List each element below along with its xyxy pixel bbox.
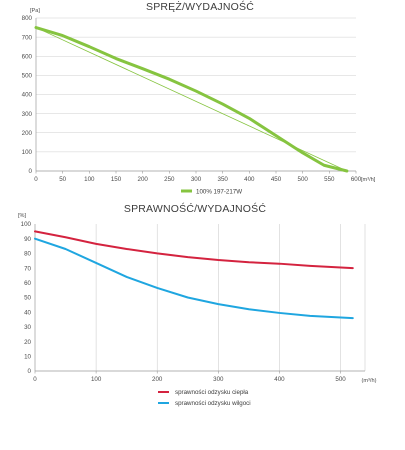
- y-tick-label: 50: [24, 295, 31, 302]
- y-tick-label: 30: [24, 324, 31, 331]
- y-tick-label: 400: [22, 92, 33, 99]
- y-axis-label: [%]: [18, 213, 27, 219]
- y-tick-label: 70: [24, 265, 31, 272]
- y-tick-label: 0: [28, 368, 32, 375]
- legend-entry-label: sprawności odzysku ciepła: [175, 389, 249, 396]
- series-line-2: [34, 237, 354, 320]
- x-tick-label: 450: [271, 176, 282, 183]
- legend: 100% 197-217W: [181, 189, 242, 196]
- y-tick-label: 800: [22, 15, 33, 22]
- y-tick-label: 600: [22, 53, 33, 60]
- x-tick-label: 50: [59, 176, 66, 183]
- reference-line: [35, 27, 348, 172]
- y-axis-ticks: 0 10 20 30 40 50 60 70 80 90 100: [21, 221, 32, 375]
- x-tick-label: 500: [298, 176, 309, 183]
- x-tick-label: 200: [138, 176, 149, 183]
- x-tick-label: 200: [152, 376, 163, 383]
- legend-entry-label: 100% 197-217W: [196, 189, 242, 196]
- y-tick-label: 80: [24, 251, 31, 258]
- x-tick-label: 500: [335, 376, 346, 383]
- x-tick-label: 250: [164, 176, 175, 183]
- x-axis-ticks: 0 100 200 300 400 500: [33, 371, 346, 383]
- x-tick-label: 150: [111, 176, 122, 183]
- chart-title: SPRAWNOŚĆ/WYDAJNOŚĆ: [124, 202, 266, 215]
- x-tick-label: 400: [244, 176, 255, 183]
- y-tick-label: 100: [21, 221, 32, 228]
- y-axis-label: [Pa]: [30, 8, 40, 14]
- series-layer: [34, 26, 349, 173]
- y-tick-label: 700: [22, 34, 33, 41]
- x-tick-label: 400: [274, 376, 285, 383]
- x-axis-label: (m³/h): [362, 378, 377, 384]
- efficiency-chart: SPRAWNOŚĆ/WYDAJNOŚĆ 0 10 20 30 40 50 60 70 80 90 1…: [18, 202, 377, 407]
- y-tick-label: 90: [24, 236, 31, 243]
- x-tick-label: 600: [351, 176, 362, 183]
- legend: sprawności odzysku ciepła sprawności odz…: [158, 389, 251, 407]
- x-tick-label: 350: [218, 176, 229, 183]
- series-line-1: [34, 230, 354, 270]
- x-axis-label: [m³/h]: [361, 177, 376, 183]
- y-tick-label: 10: [24, 354, 31, 361]
- axes: [34, 224, 365, 372]
- y-tick-label: 500: [22, 73, 33, 80]
- y-tick-label: 300: [22, 111, 33, 118]
- x-tick-label: 0: [33, 376, 37, 383]
- y-axis-ticks: 0 100 200 300 400 500 600 700 800: [22, 15, 33, 175]
- grid: [95, 224, 366, 371]
- y-tick-label: 20: [24, 339, 31, 346]
- x-tick-label: 550: [324, 176, 335, 183]
- pressure-chart: SPRĘŻ/WYDAJNOŚĆ 010020030040050060070080…: [22, 0, 376, 196]
- x-tick-label: 100: [91, 376, 102, 383]
- y-tick-label: 200: [22, 130, 33, 137]
- series-line-1: [34, 26, 349, 173]
- chart-title: SPRĘŻ/WYDAJNOŚĆ: [146, 0, 254, 13]
- x-tick-label: 300: [191, 176, 202, 183]
- y-tick-label: 100: [22, 149, 33, 156]
- legend-entry-label: sprawności odzysku wilgoci: [175, 400, 251, 407]
- x-tick-label: 0: [34, 176, 38, 183]
- x-tick-label: 100: [84, 176, 95, 183]
- y-tick-label: 60: [24, 280, 31, 287]
- y-tick-label: 40: [24, 309, 31, 316]
- series-layer: [34, 230, 354, 320]
- x-tick-label: 300: [213, 376, 224, 383]
- x-axis-ticks: 0 50 100 150 200 250 300 350 400 450 500 550 600: [34, 171, 362, 183]
- y-tick-label: 0: [29, 168, 33, 175]
